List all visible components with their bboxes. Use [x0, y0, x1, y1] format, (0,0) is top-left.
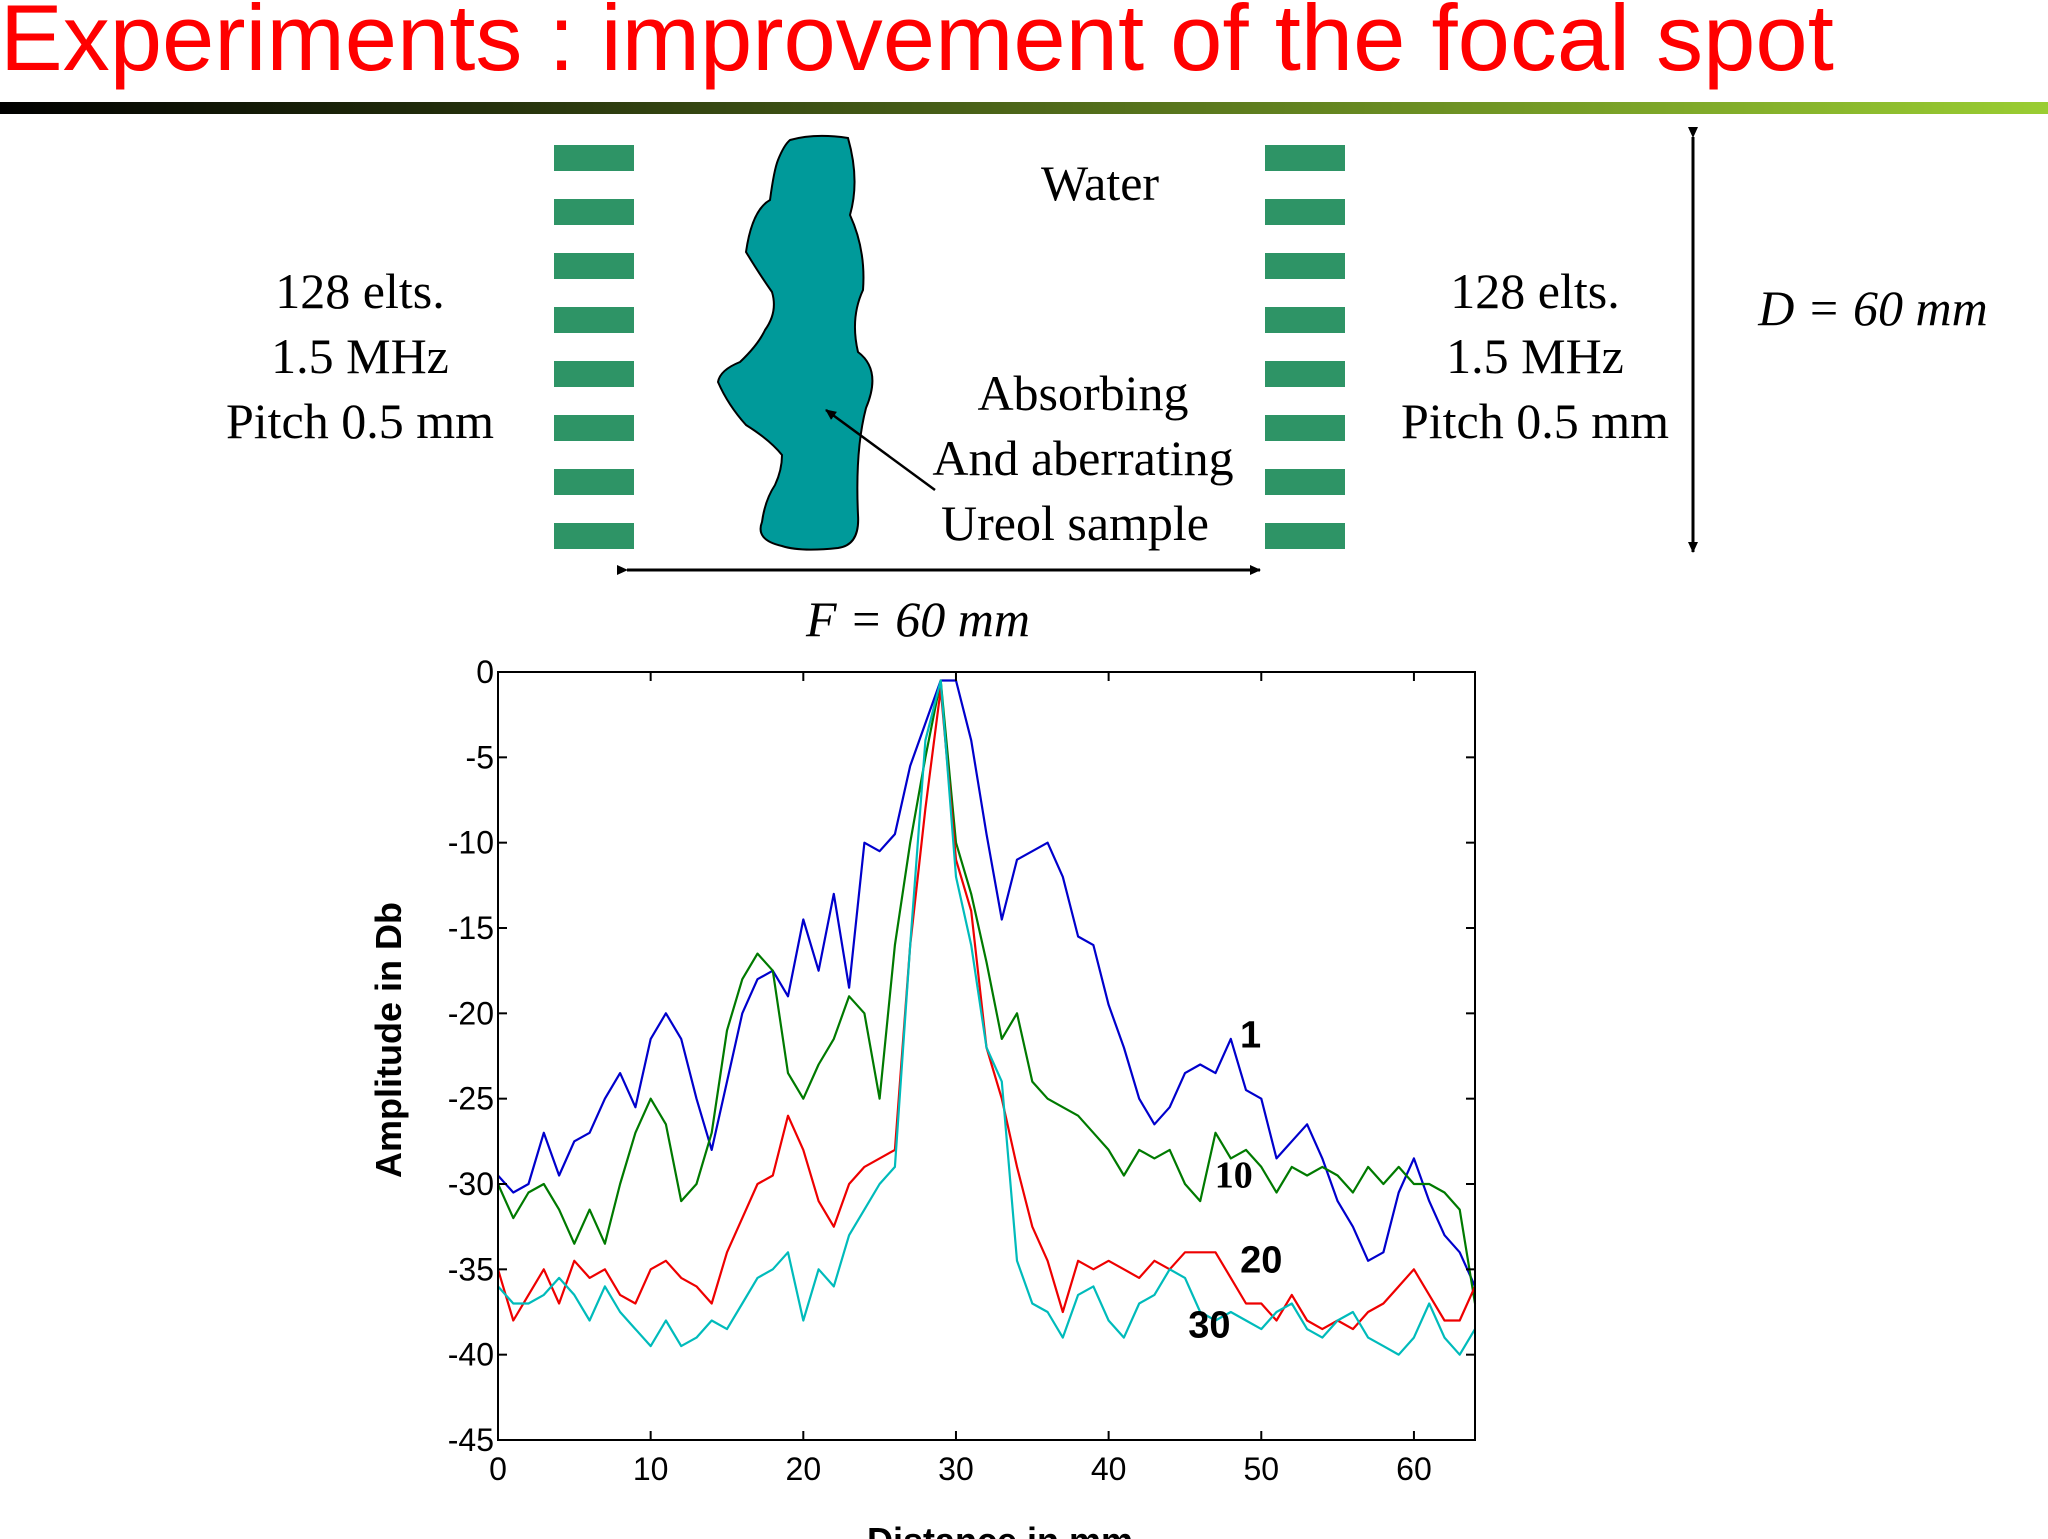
- right-transducer-element: [1265, 523, 1345, 549]
- left-transducer-element: [554, 145, 634, 171]
- y-tick-label: -25: [448, 1081, 494, 1117]
- left-transducer-element: [554, 307, 634, 333]
- ureol-sample-shape: [716, 134, 874, 551]
- plot-frame: [497, 671, 1476, 1441]
- left-transducer-element: [554, 415, 634, 441]
- y-tick-label: -10: [448, 825, 494, 861]
- right-transducer-element: [1265, 307, 1345, 333]
- right-transducer-element: [1265, 361, 1345, 387]
- left-transducer-element: [554, 361, 634, 387]
- x-tick-label: 0: [489, 1451, 507, 1487]
- x-tick-label: 10: [633, 1451, 669, 1487]
- x-tick-label: 20: [786, 1451, 822, 1487]
- y-tick-label: -20: [448, 995, 494, 1031]
- left-array-elements: 128 elts.: [275, 263, 444, 319]
- series-line-10: [496, 679, 1477, 1304]
- series-label-20: 20: [1240, 1240, 1282, 1282]
- y-tick-label: -15: [448, 910, 494, 946]
- focal-distance-label: F = 60 mm: [805, 591, 1030, 647]
- chart-axes: [497, 671, 1476, 1441]
- series-line-1: [497, 679, 1477, 1287]
- x-tick-label: 50: [1243, 1451, 1279, 1487]
- left-transducer-element: [554, 469, 634, 495]
- y-tick-label: -5: [466, 739, 494, 775]
- right-array-elements: 128 elts.: [1450, 263, 1619, 319]
- y-tick-label: -30: [448, 1166, 494, 1202]
- right-transducer-element: [1265, 199, 1345, 225]
- x-tick-label: 40: [1091, 1451, 1127, 1487]
- sample-label-line-2: And aberrating: [932, 430, 1233, 486]
- y-tick-label: -40: [448, 1337, 494, 1373]
- right-transducer-array: [1265, 145, 1345, 549]
- x-tick-label: 30: [938, 1451, 974, 1487]
- series-label-1: 1: [1240, 1014, 1261, 1056]
- left-transducer-array: [554, 145, 634, 549]
- x-tick-label: 60: [1396, 1451, 1432, 1487]
- sample-description: Absorbing And aberrating Ureol sample: [932, 365, 1233, 551]
- water-label: Water: [1041, 155, 1159, 211]
- chart-tick-labels: 0 10 20 30 40 50 600-5-10-15-20-25-30-35-40-45: [448, 654, 1432, 1487]
- right-transducer-element: [1265, 415, 1345, 441]
- sample-label-line-3: Ureol sample: [941, 495, 1209, 551]
- left-transducer-element: [554, 199, 634, 225]
- sample-pointer-arrow: [825, 408, 936, 492]
- sample-label-line-1: Absorbing: [977, 365, 1188, 421]
- experiment-diagram: Water 128 elts. 1.5 MHz Pitch 0.5 mm 128…: [226, 127, 1988, 647]
- right-transducer-element: [1265, 253, 1345, 279]
- right-array-pitch: Pitch 0.5 mm: [1401, 393, 1669, 449]
- left-array-specs: 128 elts. 1.5 MHz Pitch 0.5 mm: [226, 263, 494, 449]
- left-transducer-element: [554, 253, 634, 279]
- right-transducer-element: [1265, 469, 1345, 495]
- y-tick-label: 0: [476, 654, 494, 690]
- left-array-frequency: 1.5 MHz: [271, 328, 449, 384]
- title-underline-bar: [0, 102, 2048, 114]
- series-label-30: 30: [1188, 1305, 1230, 1347]
- right-array-specs: 128 elts. 1.5 MHz Pitch 0.5 mm: [1401, 263, 1669, 449]
- aperture-label: D = 60 mm: [1757, 280, 1988, 336]
- right-transducer-element: [1265, 145, 1345, 171]
- chart-series-group: [496, 679, 1477, 1356]
- y-axis-label: Amplitude in Db: [368, 902, 409, 1178]
- series-line-20: [496, 687, 1477, 1331]
- left-array-pitch: Pitch 0.5 mm: [226, 393, 494, 449]
- slide-title: Experiments : improvement of the focal s…: [0, 0, 1834, 90]
- right-array-frequency: 1.5 MHz: [1446, 328, 1624, 384]
- y-tick-label: -45: [448, 1422, 494, 1458]
- amplitude-chart: 0 10 20 30 40 50 600-5-10-15-20-25-30-35-40-45…: [368, 654, 1477, 1539]
- x-axis-label: Distance in mm: [867, 1520, 1133, 1539]
- series-line-30: [497, 679, 1476, 1356]
- left-transducer-element: [554, 523, 634, 549]
- series-label-10: 10: [1215, 1154, 1253, 1196]
- y-tick-label: -35: [448, 1251, 494, 1287]
